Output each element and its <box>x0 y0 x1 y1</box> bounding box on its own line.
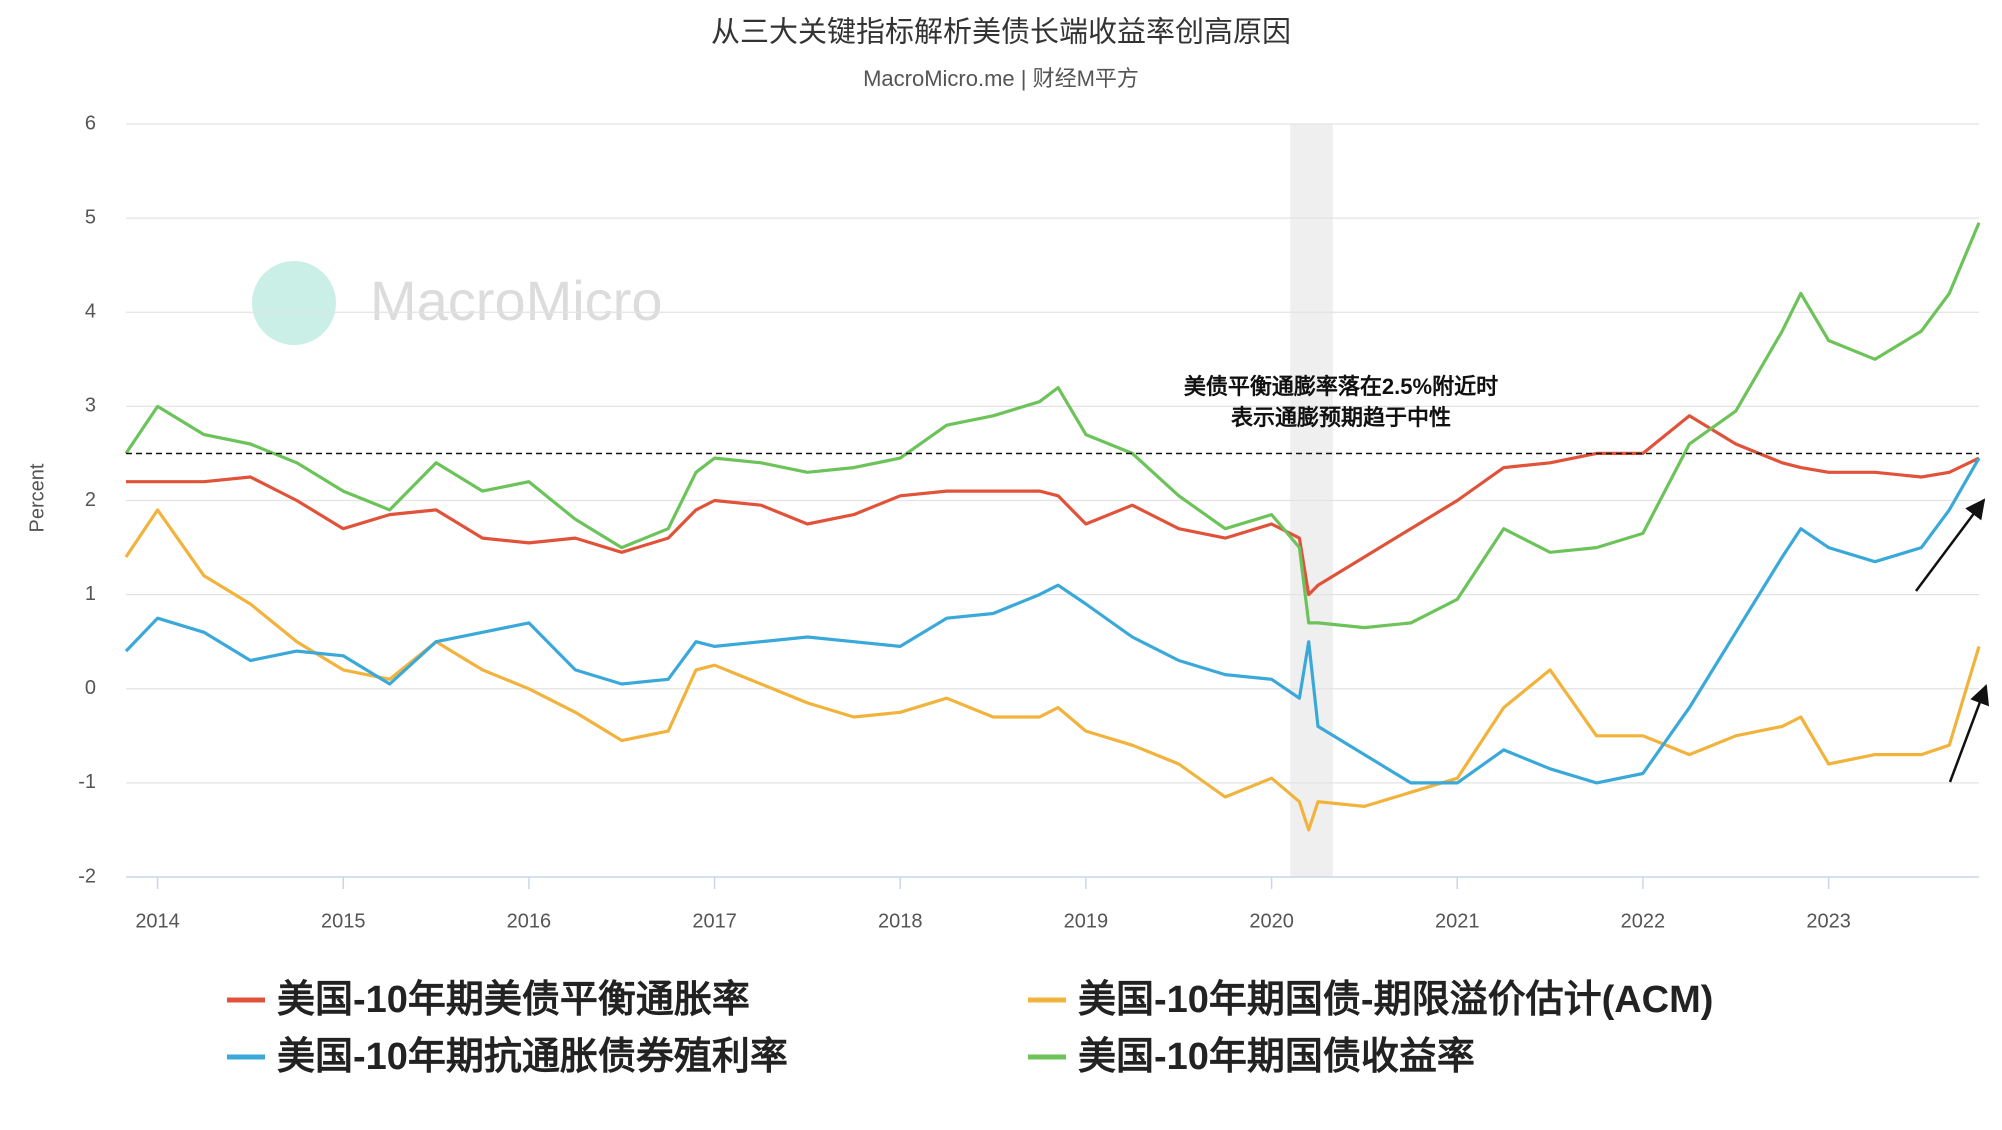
y-tick-label: 0 <box>85 677 96 699</box>
x-tick-label: 2023 <box>1806 910 1851 932</box>
legend-label: 美国-10年期国债-期限溢价估计(ACM) <box>1078 979 1713 1021</box>
watermark: MacroMicro <box>370 269 662 332</box>
legend-label: 美国-10年期美债平衡通胀率 <box>277 979 750 1021</box>
y-tick-label: 4 <box>85 301 96 323</box>
series-line <box>126 414 1980 597</box>
x-tick-label: 2017 <box>692 910 737 932</box>
annotation: 表示通膨预期趋于中性 <box>1231 405 1451 430</box>
legend-label: 美国-10年期国债收益率 <box>1078 1036 1475 1078</box>
chart-title: 从三大关键指标解析美债长端收益率创高原因 <box>711 16 1291 49</box>
y-tick-label: 5 <box>85 206 96 228</box>
annotation: 美债平衡通膨率落在2.5%附近时 <box>1184 374 1498 399</box>
y-tick-label: 2 <box>85 489 96 511</box>
legend-label: 美国-10年期抗通胀债券殖利率 <box>277 1036 788 1078</box>
series-line <box>124 222 1981 630</box>
x-tick-label: 2021 <box>1435 910 1480 932</box>
y-tick-label: -2 <box>78 865 96 887</box>
y-axis-label: Percent <box>26 463 48 532</box>
x-tick-label: 2016 <box>507 910 552 932</box>
x-tick-label: 2022 <box>1621 910 1666 932</box>
x-tick-label: 2014 <box>135 910 180 932</box>
y-tick-label: -1 <box>78 771 96 793</box>
x-tick-label: 2018 <box>878 910 923 932</box>
y-tick-label: 6 <box>85 112 96 134</box>
series-line <box>124 508 1981 832</box>
x-tick-label: 2020 <box>1249 910 1294 932</box>
arrow <box>1914 498 1986 592</box>
series-line <box>124 457 1981 785</box>
y-tick-label: 3 <box>85 395 96 417</box>
chart-subtitle: MacroMicro.me | 财经M平方 <box>863 66 1139 91</box>
x-tick-label: 2015 <box>321 910 366 932</box>
y-tick-label: 1 <box>85 583 96 605</box>
watermark-logo <box>252 261 336 345</box>
x-tick-label: 2019 <box>1064 910 1109 932</box>
arrow <box>1948 684 1990 783</box>
